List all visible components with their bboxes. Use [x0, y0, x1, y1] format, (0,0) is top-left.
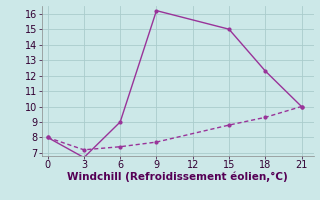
X-axis label: Windchill (Refroidissement éolien,°C): Windchill (Refroidissement éolien,°C) — [67, 172, 288, 182]
